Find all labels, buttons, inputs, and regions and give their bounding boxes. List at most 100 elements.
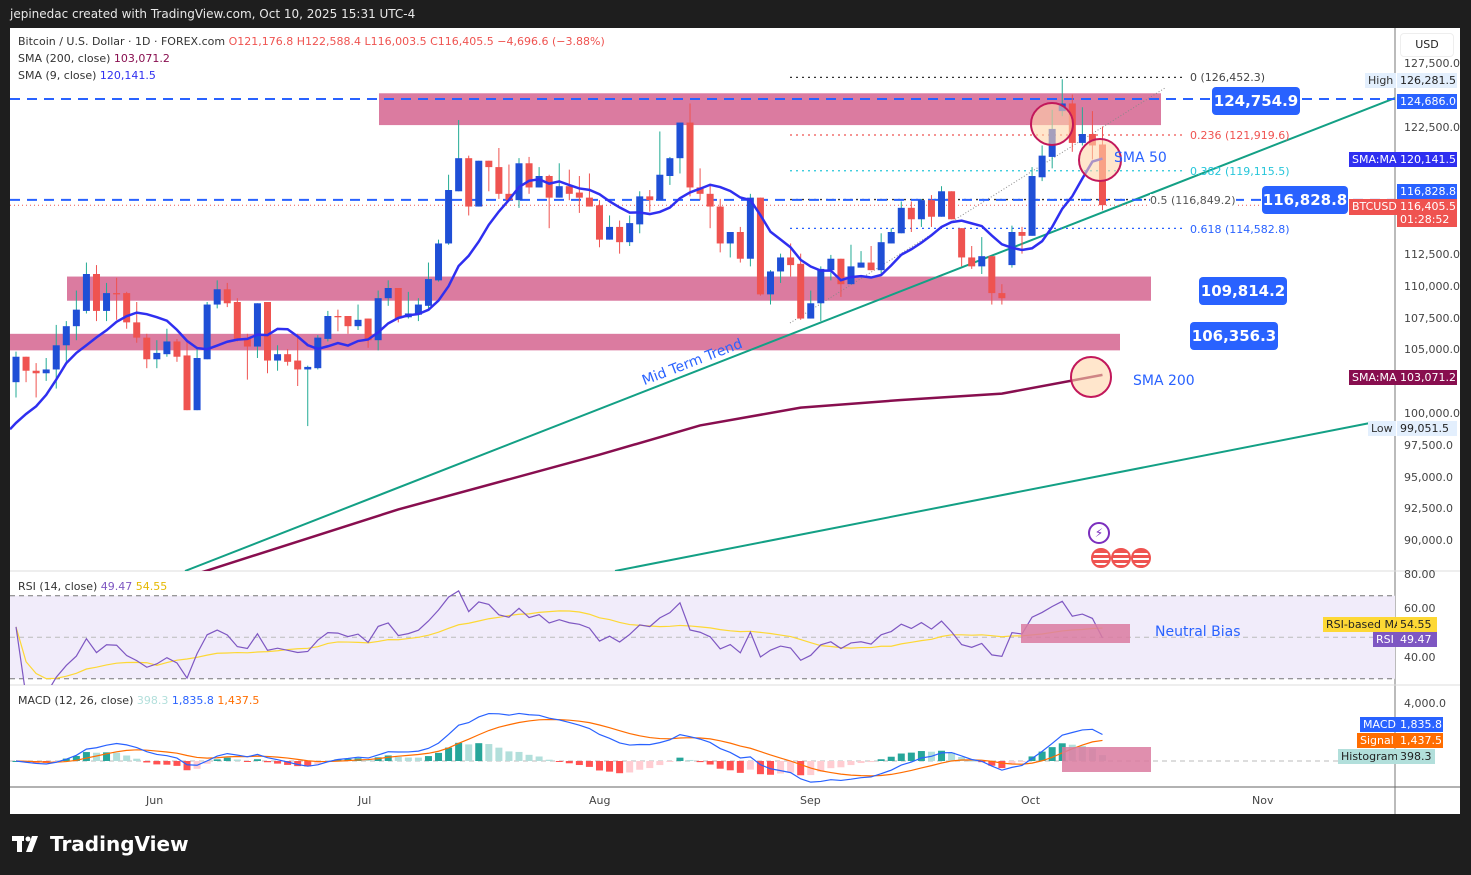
- candle-body: [958, 228, 966, 258]
- histogram-bar: [988, 761, 996, 766]
- sma200-legend[interactable]: SMA (200, close) 103,071.2: [18, 52, 170, 65]
- histogram-bar: [847, 761, 855, 766]
- candle-body: [797, 263, 805, 319]
- histogram-bar: [756, 761, 764, 775]
- us-flag-event-icon[interactable]: [1131, 548, 1151, 568]
- candle-body: [324, 316, 332, 339]
- candle-body: [767, 271, 774, 295]
- histogram-bar: [797, 761, 805, 776]
- histogram-bar: [475, 743, 483, 761]
- candle: [223, 282, 231, 308]
- candle-body: [203, 304, 211, 360]
- candle: [515, 158, 523, 208]
- currency-button[interactable]: USD: [1400, 33, 1454, 57]
- histogram-bar: [555, 761, 563, 762]
- candle-body: [948, 191, 956, 220]
- support-resistance-zone: [10, 333, 1120, 351]
- macd-tag: MACD: [1360, 717, 1399, 732]
- level-box-106356[interactable]: 106,356.3: [1190, 322, 1278, 350]
- price-tick: 97,500.0: [1404, 438, 1453, 452]
- candle: [183, 341, 191, 411]
- signal-tag-value: 1,437.5: [1397, 733, 1443, 748]
- histogram-bar: [616, 761, 624, 774]
- histogram-bar: [706, 761, 714, 765]
- candle-body: [294, 360, 302, 370]
- level-box-124754[interactable]: 124,754.9: [1212, 87, 1300, 115]
- sma9-legend-label: SMA (9, close): [18, 69, 97, 82]
- histogram-bar: [746, 761, 754, 770]
- candle-body: [163, 341, 171, 355]
- price-tick: 110,000.0: [1404, 279, 1460, 293]
- us-flag-event-icon[interactable]: [1091, 548, 1111, 568]
- histogram-bar: [314, 761, 322, 765]
- candle-body: [585, 197, 593, 207]
- candle: [686, 103, 694, 197]
- candle-body: [696, 187, 704, 194]
- level-box-109814[interactable]: 109,814.2: [1199, 277, 1287, 305]
- candle: [736, 226, 744, 263]
- sma9-legend[interactable]: SMA (9, close) 120,141.5: [18, 69, 156, 82]
- candle-body: [847, 266, 855, 285]
- candle-body: [414, 304, 422, 315]
- candle-body: [394, 288, 402, 319]
- candle: [243, 333, 251, 380]
- candle-body: [455, 158, 463, 192]
- macd-hist-legend-value: 398.3: [136, 694, 169, 707]
- candle-body: [616, 226, 624, 243]
- histogram-bar: [455, 742, 463, 761]
- histogram-tag-value: 398.3: [1397, 749, 1435, 764]
- histogram-bar: [364, 759, 372, 761]
- histogram-bar: [62, 758, 70, 761]
- candle-body: [716, 206, 724, 244]
- candle: [344, 316, 352, 334]
- histogram-bar: [595, 761, 603, 771]
- candle-body: [917, 200, 925, 220]
- time-tick: Nov: [1252, 794, 1274, 807]
- price-tick: 95,000.0: [1404, 470, 1453, 484]
- candle: [82, 262, 90, 314]
- rsi-legend[interactable]: RSI (14, close) 49.47 54.55: [18, 580, 167, 593]
- candle: [948, 191, 956, 220]
- candle: [837, 258, 845, 297]
- rsi-tag-value: 49.47: [1397, 632, 1437, 647]
- candle: [767, 270, 774, 305]
- candle-body: [133, 322, 141, 338]
- fib-label-0382: 0.382 (119,115.5): [1190, 165, 1290, 178]
- candle-body: [988, 256, 996, 294]
- price-tick: 112,500.0: [1404, 247, 1460, 261]
- lightning-event-icon[interactable]: ⚡: [1088, 522, 1110, 544]
- candle-body: [595, 205, 603, 240]
- candle-body: [183, 355, 191, 411]
- candle: [505, 164, 513, 201]
- histogram-bar: [334, 759, 342, 761]
- candle-body: [676, 122, 684, 159]
- histogram-bar: [777, 761, 785, 774]
- candle-body: [304, 366, 312, 370]
- macd-legend[interactable]: MACD (12, 26, close) 398.3 1,835.8 1,437…: [18, 694, 259, 707]
- histogram-bar: [203, 761, 211, 764]
- candle-body: [887, 232, 895, 244]
- candle: [445, 174, 453, 245]
- candle: [113, 277, 121, 320]
- candle-body: [927, 200, 935, 217]
- rsi-ma-line: [15, 610, 1103, 680]
- candle: [364, 318, 372, 348]
- level-box-116828[interactable]: 116,828.8: [1262, 186, 1348, 214]
- candle: [324, 310, 332, 342]
- histogram-bar: [696, 761, 704, 763]
- candle: [92, 265, 100, 322]
- candle-body: [143, 337, 151, 360]
- rsi-tick-80: 80.00: [1404, 568, 1436, 581]
- histogram-bar: [837, 761, 845, 768]
- time-tick: Aug: [589, 794, 611, 807]
- histogram-bar: [213, 759, 221, 761]
- candle: [535, 167, 543, 188]
- us-flag-event-icon[interactable]: [1111, 548, 1131, 568]
- sma200-tag-value: 103,071.2: [1397, 370, 1457, 385]
- histogram-bar: [998, 761, 1006, 769]
- candle-body: [656, 174, 664, 201]
- tradingview-logo: TradingView: [12, 832, 189, 856]
- candle: [998, 284, 1006, 305]
- candle: [958, 228, 966, 267]
